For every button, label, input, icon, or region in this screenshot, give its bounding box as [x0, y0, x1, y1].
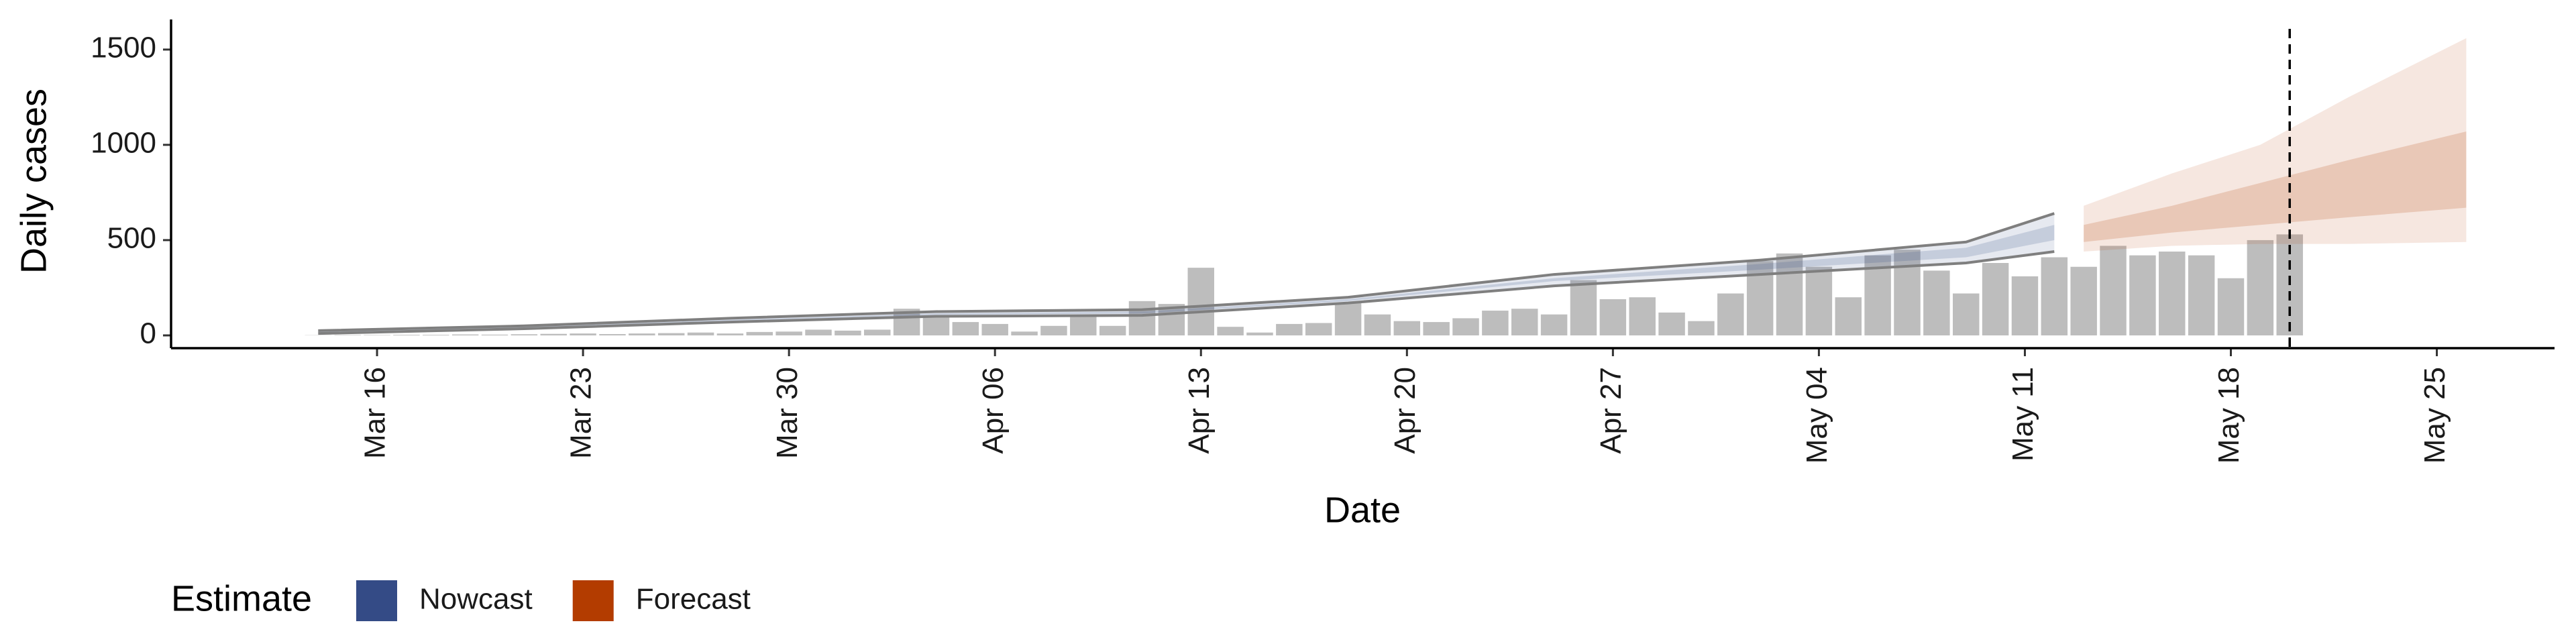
bar	[864, 329, 891, 335]
bar	[1393, 321, 1421, 335]
band-edge	[318, 250, 2055, 335]
bar	[1099, 325, 1126, 335]
band-90	[318, 213, 2055, 334]
bar	[1629, 297, 1656, 335]
bar	[1011, 331, 1038, 335]
x-tick-label: May 25	[2418, 367, 2451, 464]
x-tick-label: Mar 30	[771, 367, 804, 459]
y-axis-title: Daily cases	[13, 89, 54, 274]
bar	[599, 333, 626, 335]
bar	[922, 317, 950, 335]
bar	[1540, 314, 1568, 335]
bar	[1805, 266, 1833, 335]
bar	[835, 330, 861, 335]
bar	[1364, 314, 1391, 335]
bar	[775, 331, 802, 335]
bar	[2129, 255, 2156, 335]
bar	[1187, 268, 1214, 335]
bar	[1982, 263, 2009, 335]
bar	[2247, 239, 2274, 335]
bar	[981, 323, 1008, 335]
y-tick-label: 1000	[91, 127, 156, 160]
bar	[1452, 318, 1479, 335]
bar	[2070, 266, 2097, 335]
x-tick-label: May 04	[1801, 367, 1833, 464]
bar	[952, 322, 979, 335]
bar	[1952, 293, 1980, 335]
x-tick-label: Mar 16	[359, 367, 392, 459]
bar	[540, 333, 567, 335]
bar	[570, 333, 596, 335]
bar	[1423, 322, 1450, 335]
bar	[1334, 303, 1362, 335]
bar	[746, 331, 773, 335]
y-tick-label: 0	[140, 317, 156, 350]
band-edge	[318, 212, 2055, 332]
legend-label: Nowcast	[419, 583, 533, 616]
bar	[1717, 293, 1744, 335]
bar	[2100, 246, 2127, 335]
bar	[1217, 327, 1244, 335]
bar	[2041, 257, 2068, 335]
bar	[657, 333, 685, 335]
bar	[2011, 276, 2039, 335]
x-tick-label: Apr 13	[1183, 367, 1216, 454]
bar	[2159, 251, 2186, 335]
bar	[1276, 323, 1303, 335]
bar	[1128, 301, 1156, 335]
legend-label: Forecast	[636, 583, 751, 616]
band-50	[2084, 131, 2467, 242]
bar	[1894, 250, 1921, 335]
bar	[1482, 311, 1509, 335]
x-tick-label: May 18	[2212, 367, 2245, 464]
bar	[716, 333, 744, 335]
bar	[1599, 299, 1627, 335]
band-90	[2084, 38, 2467, 252]
bar	[1070, 316, 1097, 335]
bar	[511, 334, 538, 335]
y-tick-label: 1500	[91, 32, 156, 64]
x-tick-label: Mar 23	[565, 367, 598, 459]
bar	[1835, 297, 1862, 335]
bar	[629, 333, 655, 335]
bar	[1776, 253, 1803, 335]
x-tick-label: Apr 27	[1595, 367, 1627, 454]
x-tick-label: May 11	[2006, 367, 2039, 462]
bar	[687, 332, 714, 335]
bar	[805, 329, 832, 335]
bar	[1688, 321, 1715, 335]
legend-swatch	[572, 580, 614, 621]
bar	[1570, 280, 1597, 335]
bar	[2188, 255, 2215, 335]
legend-title: Estimate	[171, 578, 312, 619]
x-tick-label: Apr 20	[1389, 367, 1421, 454]
bar	[1511, 309, 1538, 335]
bar	[1923, 270, 1950, 335]
y-tick-label: 500	[107, 222, 156, 255]
x-axis-title: Date	[1324, 490, 1401, 530]
bar	[2217, 278, 2245, 335]
x-tick-label: Apr 06	[977, 367, 1010, 454]
bar	[1658, 312, 1685, 335]
bar	[1040, 325, 1067, 335]
bar	[1246, 332, 1273, 335]
bar	[1305, 323, 1332, 335]
legend-swatch	[356, 580, 397, 621]
